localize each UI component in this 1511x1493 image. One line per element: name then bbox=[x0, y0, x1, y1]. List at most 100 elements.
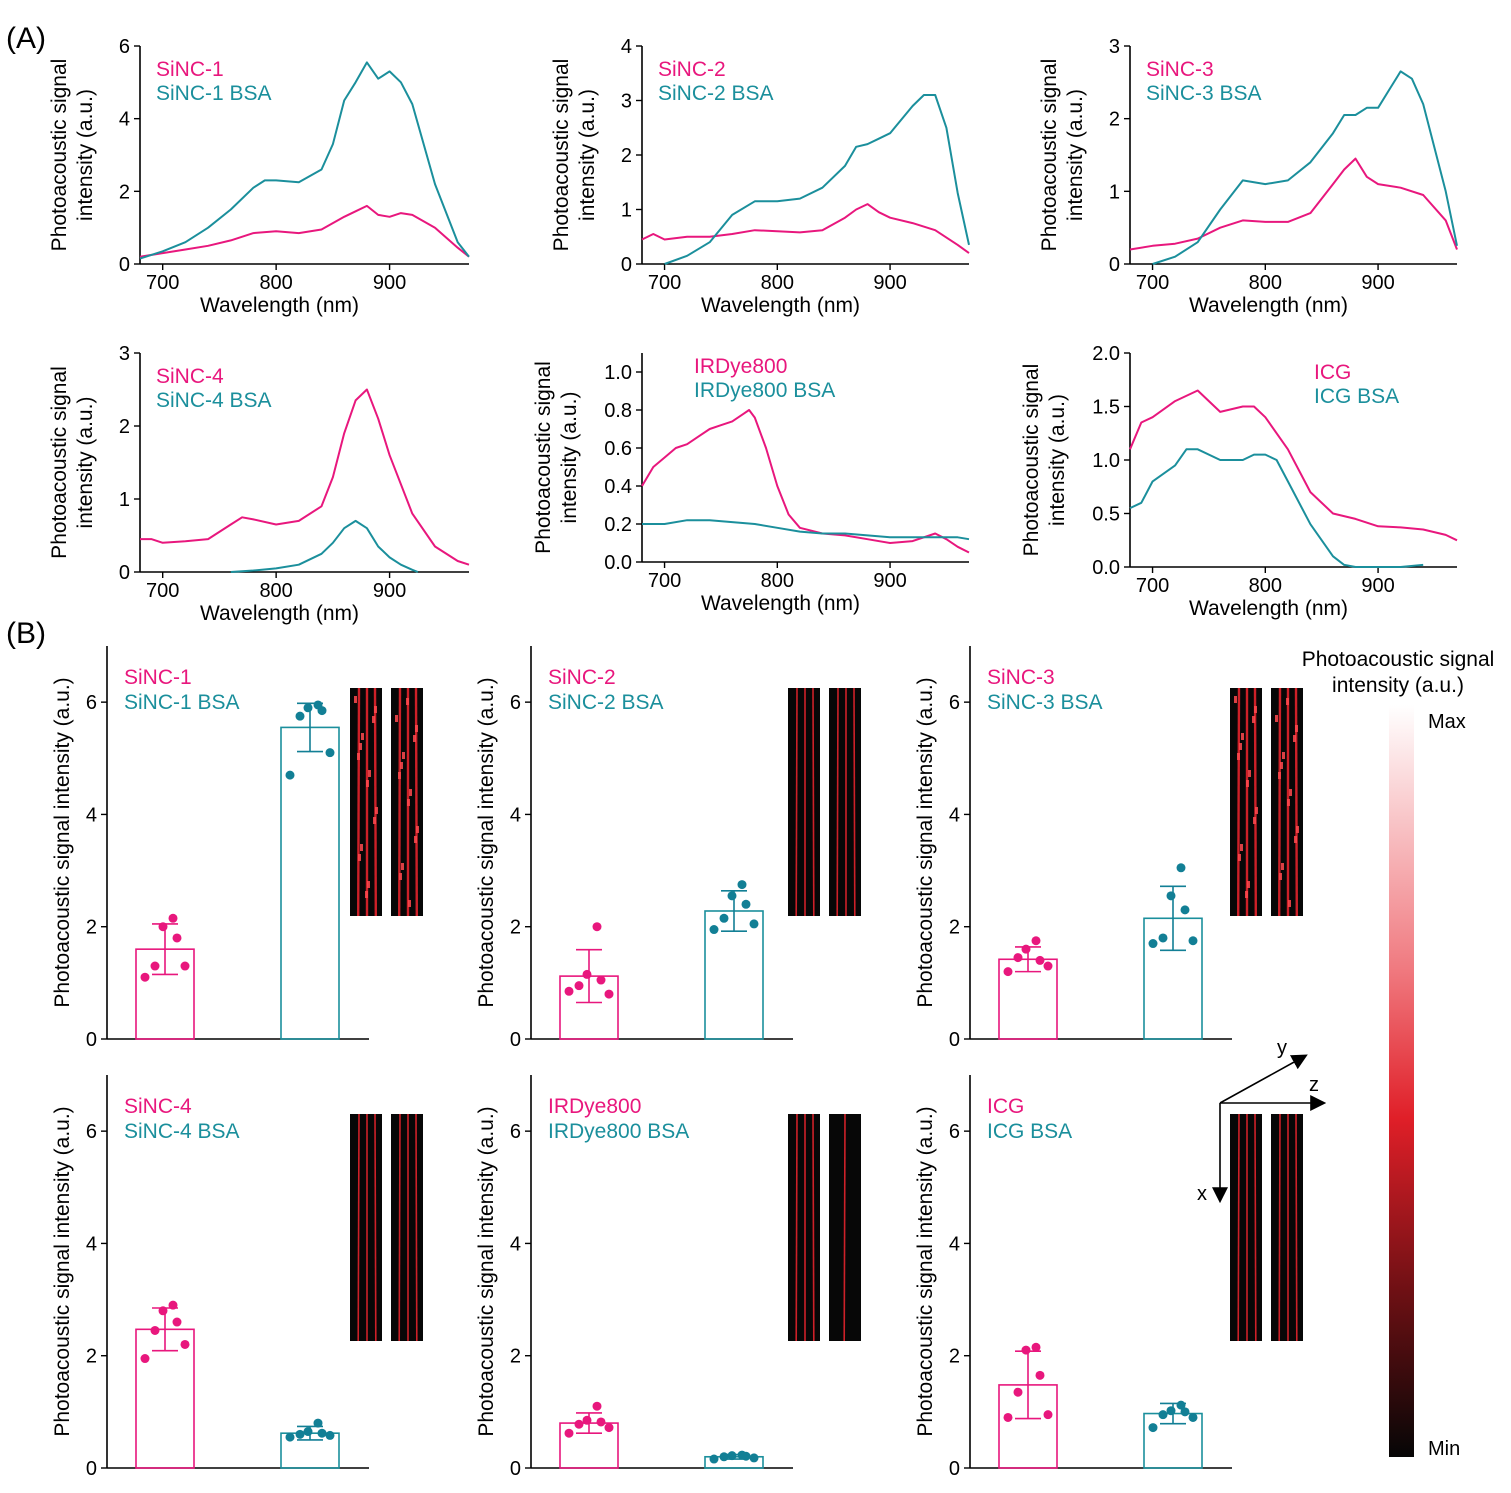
data-point bbox=[1148, 939, 1158, 949]
data-point bbox=[749, 1453, 759, 1463]
y-tick-label: 0 bbox=[949, 1029, 960, 1051]
x-axis-title: Wavelength (nm) bbox=[1189, 597, 1348, 620]
data-point bbox=[180, 1339, 190, 1349]
y-axis-title-line2: intensity (a.u.) bbox=[576, 89, 599, 221]
y-tick-label: 2 bbox=[510, 1346, 521, 1368]
legend-entry: SiNC-1 BSA bbox=[124, 691, 240, 714]
y-tick-label: 4 bbox=[119, 109, 130, 131]
data-point bbox=[1188, 1412, 1198, 1422]
series-line-bsa bbox=[139, 61, 470, 260]
y-tick-label: 0.0 bbox=[1092, 557, 1120, 579]
x-axis-title: Wavelength (nm) bbox=[1189, 294, 1348, 317]
data-point bbox=[172, 1317, 182, 1327]
legend-entry: ICG BSA bbox=[987, 1120, 1072, 1143]
series-line-bsa bbox=[1129, 448, 1424, 568]
legend-entry: SiNC-4 BSA bbox=[124, 1120, 240, 1143]
series-line-free bbox=[1129, 389, 1458, 542]
y-tick-label: 3 bbox=[119, 343, 130, 365]
y-tick-label: 0.6 bbox=[604, 438, 632, 460]
series-line-free bbox=[139, 204, 470, 258]
data-point bbox=[719, 1452, 729, 1462]
photoacoustic-image-strip bbox=[350, 1113, 382, 1342]
y-tick-label: 2 bbox=[510, 917, 521, 939]
y-tick-label: 4 bbox=[86, 804, 97, 826]
legend-entry: SiNC-4 bbox=[156, 365, 224, 388]
y-axis-title: Photoacoustic signal intensity (a.u.) bbox=[51, 1106, 74, 1436]
x-tick-label: 700 bbox=[1136, 272, 1169, 294]
y-tick-label: 0 bbox=[510, 1029, 521, 1051]
y-tick-label: 4 bbox=[949, 804, 960, 826]
y-axis-title: Photoacoustic signal intensity (a.u.) bbox=[914, 1106, 937, 1436]
bar-chart-B3: 0 2 4 6 Photoacoustic signal intensity (a.u.… bbox=[914, 646, 1232, 1051]
x-axis-title: Wavelength (nm) bbox=[701, 592, 860, 615]
series-line-bsa bbox=[664, 94, 970, 265]
data-point bbox=[727, 891, 737, 901]
panel-label-a: (A) bbox=[6, 22, 46, 55]
y-axis-title-line1: Photoacoustic signal bbox=[550, 59, 573, 252]
x-tick-label: 800 bbox=[259, 272, 292, 294]
y-tick-label: 0 bbox=[119, 254, 130, 276]
series-line-free bbox=[641, 203, 970, 254]
axes-orientation-inset: y z x bbox=[1197, 1037, 1327, 1205]
panel-label-b: (B) bbox=[6, 617, 46, 650]
y-tick-label: 6 bbox=[949, 692, 960, 714]
y-tick-label: 0.8 bbox=[604, 400, 632, 422]
series-line-bsa bbox=[642, 519, 970, 541]
data-point bbox=[1003, 967, 1013, 977]
photoacoustic-image-strip bbox=[788, 1113, 820, 1342]
y-tick-label: 6 bbox=[510, 1121, 521, 1143]
y-tick-label: 4 bbox=[621, 36, 632, 58]
y-tick-label: 4 bbox=[86, 1233, 97, 1255]
y-tick-label: 0 bbox=[86, 1029, 97, 1051]
legend-entry: SiNC-2 BSA bbox=[658, 82, 774, 105]
x-axis-arrow-label: x bbox=[1197, 1183, 1207, 1205]
y-tick-label: 2 bbox=[119, 416, 130, 438]
colorbar-title-line1: Photoacoustic signal bbox=[1302, 648, 1495, 671]
data-point bbox=[1148, 1423, 1158, 1433]
series-line-free bbox=[140, 388, 470, 566]
data-point bbox=[158, 922, 168, 932]
y-tick-label: 0 bbox=[1109, 254, 1120, 276]
data-point bbox=[295, 1429, 305, 1439]
data-point bbox=[709, 1454, 719, 1464]
data-point bbox=[1031, 936, 1041, 946]
data-point bbox=[285, 1432, 295, 1442]
series-line-bsa bbox=[1152, 70, 1458, 265]
z-axis-arrow-label: z bbox=[1309, 1074, 1319, 1096]
data-point bbox=[325, 748, 335, 758]
y-axis-arrow bbox=[1219, 1054, 1308, 1104]
y-tick-label: 2 bbox=[949, 1346, 960, 1368]
data-point bbox=[604, 989, 614, 999]
data-point bbox=[150, 961, 160, 971]
legend-entry: SiNC-3 bbox=[987, 666, 1055, 689]
y-axis-title-line2: intensity (a.u.) bbox=[74, 89, 97, 221]
y-axis-title-line1: Photoacoustic signal bbox=[48, 59, 71, 252]
line-chart-A1: 700 800 900 0 2 4 6 Wavelength (nm) Photoacousti… bbox=[48, 36, 470, 317]
data-point bbox=[749, 919, 759, 929]
y-tick-label: 1.0 bbox=[604, 362, 632, 384]
x-tick-label: 900 bbox=[1361, 575, 1394, 597]
x-tick-label: 800 bbox=[1249, 575, 1282, 597]
y-tick-label: 6 bbox=[119, 36, 130, 58]
y-axis-title-line2: intensity (a.u.) bbox=[1046, 394, 1069, 526]
legend-entry: IRDye800 BSA bbox=[694, 379, 835, 402]
data-point bbox=[1021, 1345, 1031, 1355]
data-point bbox=[564, 986, 574, 996]
data-point bbox=[168, 913, 178, 923]
data-point bbox=[285, 770, 295, 780]
data-point bbox=[325, 1430, 335, 1440]
y-tick-label: 0.4 bbox=[604, 476, 632, 498]
y-tick-label: 1.0 bbox=[1092, 450, 1120, 472]
y-tick-label: 4 bbox=[510, 804, 521, 826]
data-point bbox=[1176, 863, 1186, 873]
x-tick-label: 700 bbox=[146, 272, 179, 294]
y-tick-label: 2 bbox=[119, 181, 130, 203]
y-tick-label: 0 bbox=[621, 254, 632, 276]
y-tick-label: 1 bbox=[119, 489, 130, 511]
data-point bbox=[564, 1428, 574, 1438]
charts-layer: 700 800 900 0 2 4 6 Wavelength (nm) Photoacousti… bbox=[48, 36, 1458, 1480]
y-axis-title-line1: Photoacoustic signal bbox=[48, 366, 71, 559]
data-point bbox=[582, 969, 592, 979]
